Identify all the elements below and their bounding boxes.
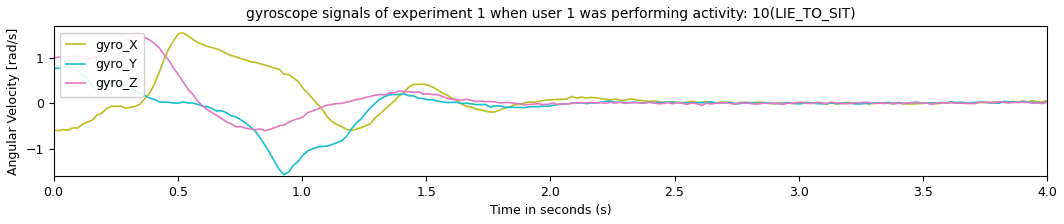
gyro_X	[1041, 99, 1053, 102]
gyro_X	[52, 129, 65, 132]
gyro_X	[763, 102, 776, 105]
Legend: gyro_X, gyro_Y, gyro_Z: gyro_X, gyro_Y, gyro_Z	[60, 32, 144, 97]
gyro_Z	[119, 39, 132, 41]
gyro_Y	[1041, 101, 1053, 103]
gyro_Y	[763, 102, 776, 104]
gyro_Z	[402, 90, 415, 93]
gyro_Y	[704, 100, 717, 103]
gyro_Z	[301, 111, 314, 114]
gyro_X	[47, 129, 60, 131]
gyro_Y	[124, 86, 137, 88]
gyro_Y	[278, 173, 290, 176]
gyro_Y	[402, 95, 415, 97]
gyro_X	[704, 102, 717, 104]
Y-axis label: Angular Velocity [rad/s]: Angular Velocity [rad/s]	[7, 27, 20, 175]
gyro_Y	[1017, 100, 1030, 103]
Line: gyro_X: gyro_X	[53, 33, 1047, 131]
gyro_Z	[129, 35, 142, 38]
Line: gyro_Z: gyro_Z	[53, 36, 1047, 131]
gyro_Z	[47, 57, 60, 59]
gyro_X	[1017, 100, 1030, 102]
gyro_Z	[259, 129, 271, 132]
gyro_X	[177, 32, 189, 34]
gyro_Z	[1041, 101, 1053, 103]
gyro_X	[124, 106, 137, 109]
gyro_X	[301, 92, 314, 95]
X-axis label: Time in seconds (s): Time in seconds (s)	[489, 204, 611, 217]
gyro_Y	[301, 149, 314, 152]
gyro_Z	[704, 103, 717, 105]
gyro_Z	[763, 102, 776, 105]
gyro_Y	[56, 65, 69, 68]
Title: gyroscope signals of experiment 1 when user 1 was performing activity: 10(LIE_TO: gyroscope signals of experiment 1 when u…	[246, 7, 855, 21]
gyro_Z	[1017, 101, 1030, 104]
gyro_Y	[47, 67, 60, 70]
gyro_X	[402, 86, 415, 88]
Line: gyro_Y: gyro_Y	[53, 67, 1047, 174]
